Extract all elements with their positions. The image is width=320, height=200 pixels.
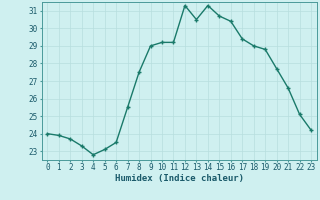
X-axis label: Humidex (Indice chaleur): Humidex (Indice chaleur) [115,174,244,183]
